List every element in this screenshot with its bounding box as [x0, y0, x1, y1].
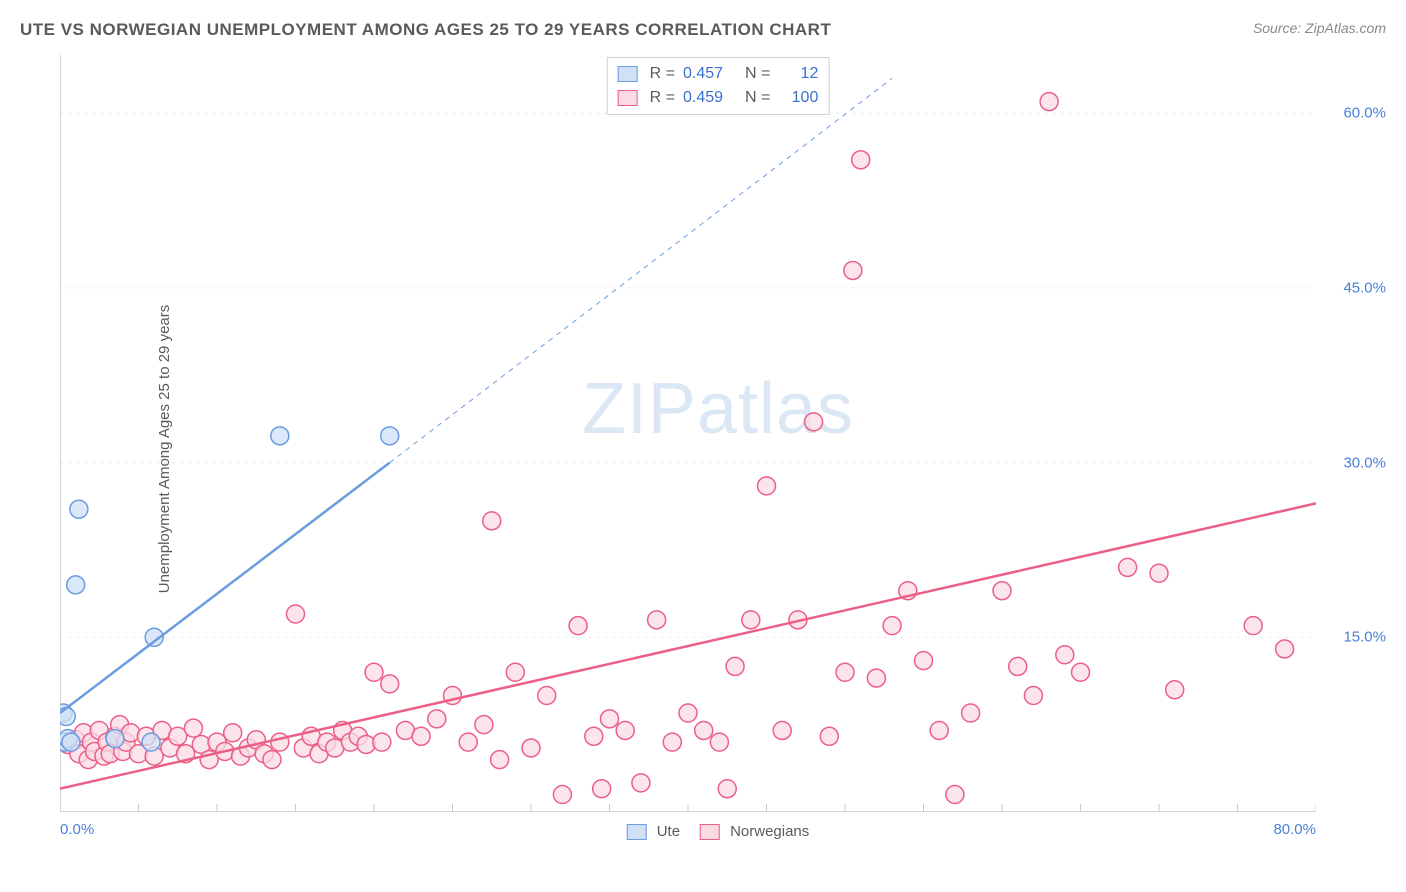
legend-row-ute: R = 0.457 N = 12 — [618, 62, 819, 86]
legend-item-norwegians: Norwegians — [700, 823, 809, 840]
y-tick-label: 60.0% — [1343, 105, 1386, 122]
source-attribution: Source: ZipAtlas.com — [1253, 20, 1386, 36]
x-tick-label: 0.0% — [60, 821, 94, 838]
chart-area: Unemployment Among Ages 25 to 29 years Z… — [50, 55, 1386, 842]
scatter-plot-svg — [60, 55, 1316, 812]
correlation-legend: R = 0.457 N = 12 R = 0.459 N = 100 — [607, 57, 830, 115]
legend-item-ute: Ute — [627, 823, 680, 840]
legend-row-norwegians: R = 0.459 N = 100 — [618, 86, 819, 110]
legend-swatch-ute — [618, 66, 638, 82]
y-tick-label: 30.0% — [1343, 454, 1386, 471]
series-legend: Ute Norwegians — [627, 823, 810, 840]
legend-swatch-norwegians — [700, 824, 720, 840]
y-tick-labels: 15.0% 30.0% 45.0% 60.0% — [1321, 55, 1386, 812]
x-tick-label: 80.0% — [1273, 821, 1316, 838]
legend-swatch-ute — [627, 824, 647, 840]
y-tick-label: 45.0% — [1343, 279, 1386, 296]
y-tick-label: 15.0% — [1343, 629, 1386, 646]
chart-title: UTE VS NORWEGIAN UNEMPLOYMENT AMONG AGES… — [20, 20, 831, 40]
legend-swatch-norwegians — [618, 90, 638, 106]
